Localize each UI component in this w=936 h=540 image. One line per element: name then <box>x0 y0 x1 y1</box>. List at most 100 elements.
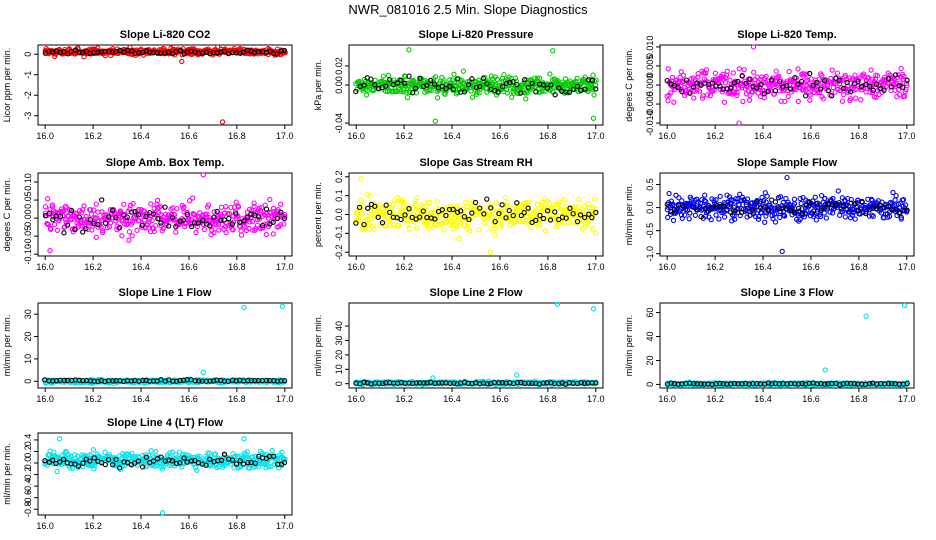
data-point <box>518 90 524 96</box>
y-axis-label: Licor ppm per min. <box>2 48 12 123</box>
data-point <box>406 73 412 79</box>
panel-3: Slope Li-820 Temp.16.0 16.2 16.4 16.6 16.8 17… <box>624 29 916 141</box>
data-point <box>132 50 138 56</box>
data-point <box>83 225 89 232</box>
data-point <box>368 216 375 222</box>
data-point <box>747 76 753 82</box>
x-tick-label: 16.6 <box>802 131 820 141</box>
data-point <box>223 203 229 210</box>
data-point <box>754 85 760 91</box>
data-point <box>126 229 133 235</box>
data-point <box>825 87 831 94</box>
data-point <box>542 228 548 234</box>
data-point <box>717 83 723 89</box>
data-point <box>514 81 520 88</box>
data-point <box>736 120 742 126</box>
data-point <box>404 94 411 101</box>
series-all <box>42 172 288 254</box>
data-point <box>50 217 56 223</box>
x-tick-label: 17.0 <box>898 394 916 404</box>
y-tick-label: -0.1 <box>334 226 344 242</box>
data-point <box>873 81 880 87</box>
x-tick-label: 17.0 <box>587 394 605 404</box>
data-point <box>524 90 530 96</box>
data-point <box>763 73 769 80</box>
data-point <box>219 119 226 125</box>
data-point <box>117 208 123 214</box>
y-tick-label: 0.00 <box>23 209 33 227</box>
data-point <box>106 217 112 223</box>
x-tick-label: 16.0 <box>658 262 676 272</box>
data-point <box>200 369 206 375</box>
data-point <box>898 65 904 72</box>
data-point <box>398 77 404 83</box>
data-point <box>592 196 598 202</box>
data-point <box>493 200 499 206</box>
x-tick-label: 16.8 <box>539 262 557 272</box>
data-point <box>74 211 80 217</box>
data-point <box>281 215 288 222</box>
data-point <box>860 71 867 77</box>
x-tick-label: 16.4 <box>754 262 772 272</box>
data-point <box>739 73 745 79</box>
data-point <box>93 234 99 240</box>
data-point <box>703 67 710 73</box>
data-point <box>155 216 161 222</box>
data-point <box>174 205 180 212</box>
data-point <box>454 76 461 82</box>
data-point <box>731 89 738 95</box>
data-point <box>723 74 729 81</box>
data-point <box>270 205 277 212</box>
plot-frame <box>659 172 915 257</box>
data-point <box>469 76 475 82</box>
data-point <box>782 98 788 105</box>
data-point <box>785 93 791 100</box>
data-point <box>157 203 164 209</box>
data-point <box>855 78 861 85</box>
y-tick-label: 0 <box>23 379 33 384</box>
y-tick-label: 10 <box>23 354 33 364</box>
data-point <box>686 216 692 222</box>
x-tick-label: 17.0 <box>898 131 916 141</box>
data-point <box>873 94 879 101</box>
data-point <box>767 87 774 93</box>
data-point <box>736 66 742 72</box>
x-tick-label: 16.6 <box>802 262 820 272</box>
data-point <box>45 196 51 202</box>
data-point <box>76 214 82 220</box>
data-point <box>432 74 439 80</box>
data-point <box>227 210 233 217</box>
x-tick-label: 17.0 <box>276 521 294 531</box>
data-point <box>712 86 718 92</box>
y-tick-label: 0.5 <box>645 178 655 191</box>
data-point <box>278 201 284 207</box>
data-point <box>816 76 823 82</box>
data-point <box>179 58 185 65</box>
x-tick-label: 16.4 <box>132 521 150 531</box>
data-point <box>263 231 269 238</box>
y-tick-label: -0.5 <box>645 223 655 239</box>
data-point <box>370 87 377 93</box>
data-point <box>779 248 785 255</box>
data-point <box>734 90 740 96</box>
y-tick-label: 30 <box>334 335 344 345</box>
data-point <box>668 90 674 96</box>
data-point <box>390 202 396 208</box>
x-tick-label: 16.4 <box>132 262 150 272</box>
data-point <box>42 213 49 219</box>
data-point <box>139 222 145 229</box>
data-point <box>358 176 364 182</box>
data-point <box>99 197 105 203</box>
data-point <box>687 90 693 96</box>
data-point <box>102 220 109 226</box>
data-point <box>868 67 874 73</box>
data-point <box>664 77 670 84</box>
data-point <box>72 47 79 53</box>
data-point <box>106 214 112 220</box>
data-point <box>61 230 67 236</box>
data-point <box>867 83 873 89</box>
series-all <box>664 44 910 126</box>
data-point <box>397 88 404 94</box>
data-point <box>46 210 53 217</box>
